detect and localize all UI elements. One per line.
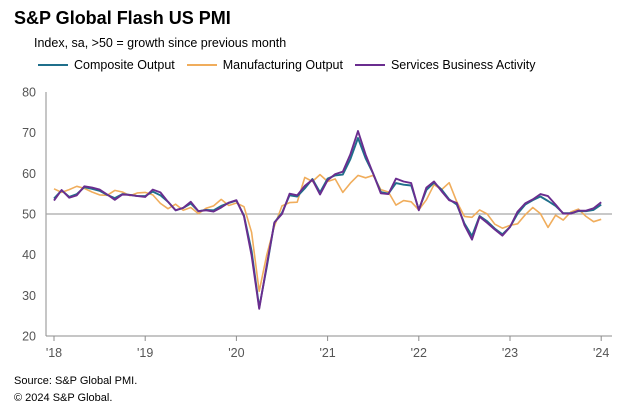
x-tick-label: '19 [137, 346, 153, 360]
x-tick-label: '18 [46, 346, 62, 360]
legend-swatch-manufacturing [186, 64, 217, 66]
y-tick-label: 80 [22, 86, 36, 100]
chart-subtitle: Index, sa, >50 = growth since previous m… [34, 36, 287, 50]
x-tick-label: '23 [502, 346, 518, 360]
y-tick-label: 70 [22, 126, 36, 140]
x-tick-label: '21 [319, 346, 335, 360]
legend-label-composite: Composite Output [74, 58, 175, 72]
y-tick-label: 30 [22, 289, 36, 303]
legend-item-composite: Composite Output [38, 58, 175, 72]
legend-swatch-composite [38, 64, 68, 66]
y-tick-label: 60 [22, 167, 36, 181]
y-tick-label: 50 [22, 208, 36, 222]
legend-item-services: Services Business Activity [354, 58, 536, 72]
x-tick-label: '22 [411, 346, 427, 360]
x-tick-label: '20 [228, 346, 244, 360]
legend-label-manufacturing: Manufacturing Output [222, 58, 343, 72]
chart-legend: Composite Output Manufacturing Output Se… [38, 58, 535, 72]
legend-swatch-services [354, 64, 385, 66]
chart-title: S&P Global Flash US PMI [14, 8, 231, 28]
series-line-manufacturing [53, 173, 602, 293]
legend-label-services: Services Business Activity [390, 58, 536, 72]
x-tick-label: '24 [593, 346, 609, 360]
series-line-services [53, 130, 602, 310]
legend-item-manufacturing: Manufacturing Output [186, 58, 343, 72]
copyright-note: © 2024 S&P Global. [14, 392, 113, 404]
source-note: Source: S&P Global PMI. [14, 375, 138, 387]
y-tick-label: 40 [22, 248, 36, 262]
y-tick-label: 20 [22, 330, 36, 344]
